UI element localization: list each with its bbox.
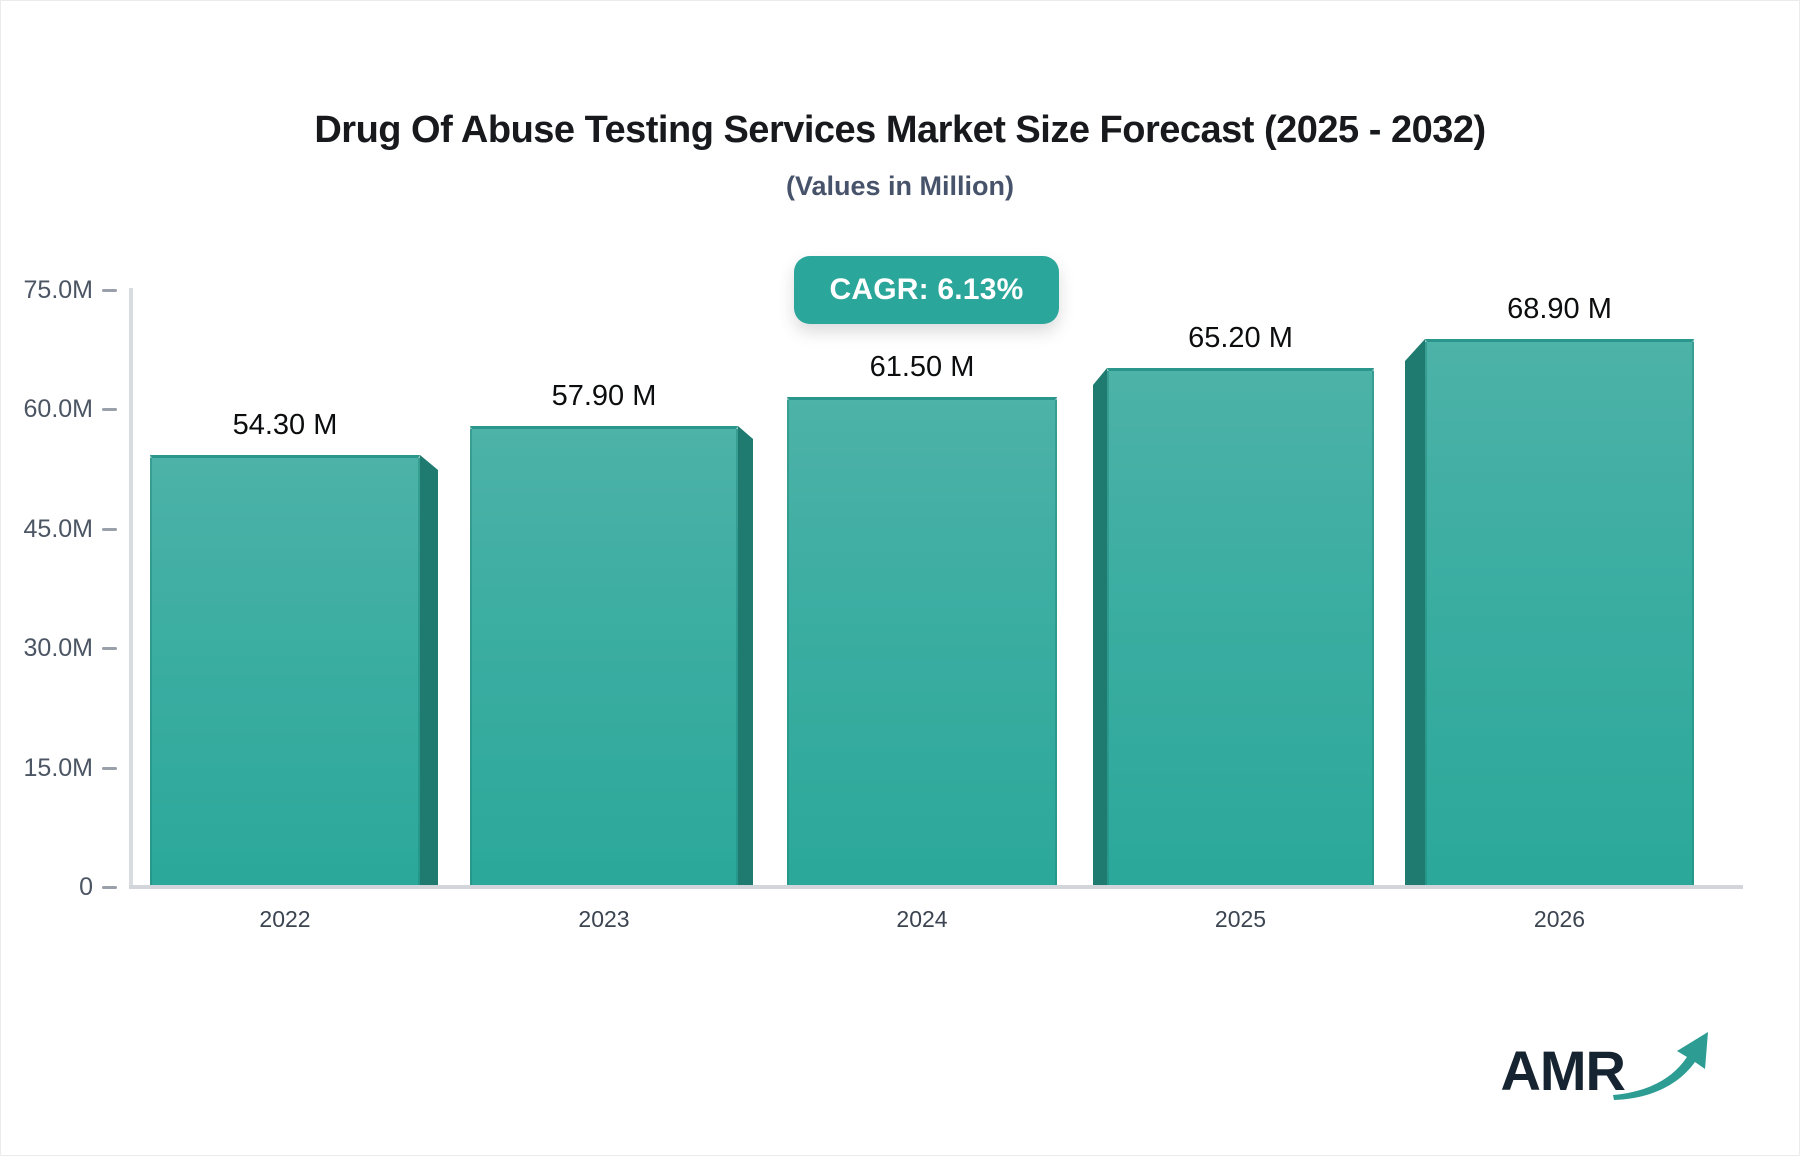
growth-arrow-icon — [1613, 1032, 1708, 1100]
bar-value-label-2024: 61.50 M — [869, 351, 975, 383]
y-tick-mark — [102, 528, 117, 531]
y-tick-label-45.0M: 45.0M — [23, 515, 93, 543]
x-axis-baseline — [129, 885, 1743, 889]
y-tick-label-30.0M: 30.0M — [23, 634, 93, 662]
bar-3d-edge-2026 — [1405, 339, 1425, 887]
chart-subtitle: (Values in Million) — [785, 171, 1015, 201]
x-tick-label-2024: 2024 — [896, 906, 948, 932]
y-tick-mark — [102, 289, 117, 292]
chart-title: Drug Of Abuse Testing Services Market Si… — [314, 109, 1486, 151]
amr-logo: AMR — [1500, 1032, 1711, 1109]
cagr-badge-label: CAGR: 6.13% — [829, 273, 1024, 306]
x-tick-label-2025: 2025 — [1214, 906, 1267, 932]
bar-value-label-2022: 54.30 M — [232, 409, 338, 441]
bar-3d-edge-2022 — [420, 455, 438, 887]
y-tick-label-60.0M: 60.0M — [23, 395, 93, 423]
bar-value-label-2026: 68.90 M — [1507, 293, 1612, 325]
y-tick-label-75.0M: 75.0M — [23, 276, 93, 304]
bar-3d-edge-2025 — [1093, 368, 1107, 887]
y-tick-mark — [102, 767, 117, 770]
bar-2024 — [787, 397, 1057, 887]
y-tick-mark — [102, 886, 117, 889]
x-tick-label-2026: 2026 — [1533, 906, 1586, 932]
x-tick-label-2022: 2022 — [259, 906, 311, 932]
amr-logo-text: AMR — [1500, 1039, 1626, 1102]
y-tick-label-15.0M: 15.0M — [23, 754, 93, 782]
bar-value-label-2023: 57.90 M — [551, 380, 657, 412]
bar-2023 — [470, 426, 738, 887]
y-axis-line — [129, 288, 133, 887]
y-tick-label-0: 0 — [79, 873, 93, 901]
bar-3d-edge-2023 — [738, 426, 753, 887]
bar-value-label-2025: 65.20 M — [1188, 322, 1293, 354]
y-tick-mark — [102, 647, 117, 650]
bar-2026 — [1425, 339, 1694, 887]
cagr-badge: CAGR: 6.13% — [794, 256, 1059, 324]
x-tick-label-2023: 2023 — [578, 906, 630, 932]
bar-2022 — [150, 455, 420, 887]
bar-2025 — [1107, 368, 1374, 887]
y-tick-mark — [102, 408, 117, 411]
